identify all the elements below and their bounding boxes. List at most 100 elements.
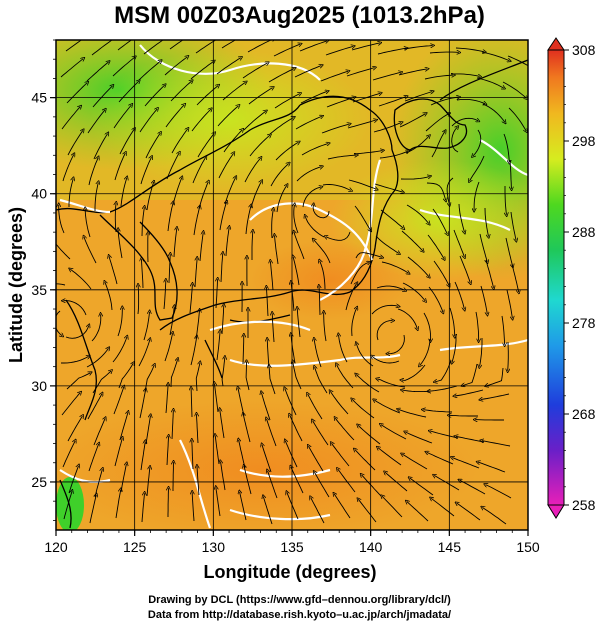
streamline <box>473 129 482 156</box>
streamline <box>326 231 351 241</box>
streamline <box>311 498 325 524</box>
streamline <box>270 164 289 187</box>
streamline <box>358 425 381 445</box>
streamline <box>378 97 406 107</box>
streamline <box>112 337 127 363</box>
coast-korea <box>99 214 178 321</box>
streamline <box>351 308 357 337</box>
streamline <box>452 458 480 469</box>
streamline <box>269 118 294 135</box>
streamline <box>118 81 139 103</box>
streamline <box>87 110 105 134</box>
streamline <box>276 185 287 213</box>
streamline <box>511 263 519 292</box>
streamline <box>86 348 109 368</box>
streamline <box>401 230 423 251</box>
x-axis-ticks: 120 125 130 135 140 145 150 <box>44 530 540 555</box>
streamline <box>420 338 431 365</box>
streamline <box>424 75 454 80</box>
streamline <box>375 235 399 253</box>
streamline <box>139 109 157 133</box>
streamline <box>70 269 92 290</box>
streamline <box>269 366 276 395</box>
streamline <box>189 284 192 314</box>
y-tick-label: 25 <box>31 474 47 490</box>
streamline <box>505 186 507 215</box>
streamline <box>410 478 434 496</box>
streamline <box>362 475 382 497</box>
streamline <box>378 448 402 466</box>
streamline <box>195 40 220 54</box>
streamline <box>378 379 406 388</box>
streamline <box>510 211 516 240</box>
streamline <box>402 454 428 470</box>
x-tick-label: 145 <box>438 539 462 555</box>
streamline <box>63 301 87 316</box>
streamline <box>449 415 478 416</box>
streamline <box>191 109 211 132</box>
streamline <box>291 335 296 364</box>
streamline <box>351 43 380 51</box>
contour-12 <box>59 469 111 484</box>
streamline <box>374 183 403 192</box>
streamline <box>191 388 192 418</box>
streamline <box>218 153 234 179</box>
streamline <box>193 207 200 236</box>
streamline <box>141 207 144 237</box>
streamline <box>314 240 331 264</box>
streamline <box>144 85 165 107</box>
streamline <box>56 283 66 286</box>
streamline <box>313 421 329 446</box>
streamline <box>429 52 459 53</box>
streamline <box>481 51 509 61</box>
streamline <box>266 287 268 317</box>
streamline <box>88 158 98 186</box>
streamline <box>113 387 124 415</box>
streamline <box>140 442 145 471</box>
x-tick-label: 140 <box>359 539 383 555</box>
streamline <box>93 418 105 446</box>
streamline <box>502 81 527 98</box>
streamline <box>505 237 513 266</box>
streamline <box>314 339 322 368</box>
colorbar-tick-label: 268 <box>572 406 596 422</box>
streamline <box>192 157 206 184</box>
streamline <box>120 178 127 207</box>
y-axis-title: Latitude (degrees) <box>6 207 26 363</box>
x-tick-label: 120 <box>44 539 68 555</box>
streamline <box>431 131 445 158</box>
streamline <box>173 228 177 258</box>
streamline <box>313 205 330 219</box>
colorbar-gradient <box>547 49 565 506</box>
streamline <box>240 492 247 521</box>
streamline <box>267 339 269 369</box>
streamline <box>294 205 299 234</box>
streamline <box>275 235 279 265</box>
streamline <box>407 256 429 277</box>
streamline <box>429 385 458 391</box>
streamline <box>109 256 118 285</box>
contour-2 <box>249 202 374 261</box>
streamline <box>346 68 375 77</box>
streamline <box>355 252 382 258</box>
streamline <box>322 184 351 191</box>
page-title: MSM 00Z03Aug2025 (1013.2hPa) <box>114 2 485 29</box>
streamline <box>320 261 326 290</box>
streamline <box>261 393 271 421</box>
streamline <box>192 440 193 470</box>
streamline <box>192 492 194 522</box>
streamline <box>330 391 349 415</box>
x-tick-label: 130 <box>202 539 226 555</box>
streamline <box>267 419 277 447</box>
streamline <box>146 182 154 211</box>
streamline <box>61 356 89 364</box>
streamline <box>105 282 113 311</box>
streamline <box>93 134 108 160</box>
streamline <box>114 153 125 181</box>
streamline <box>65 40 83 52</box>
streamline <box>376 285 405 290</box>
streamline <box>427 452 454 465</box>
streamline <box>457 503 481 521</box>
streamline <box>91 314 101 342</box>
